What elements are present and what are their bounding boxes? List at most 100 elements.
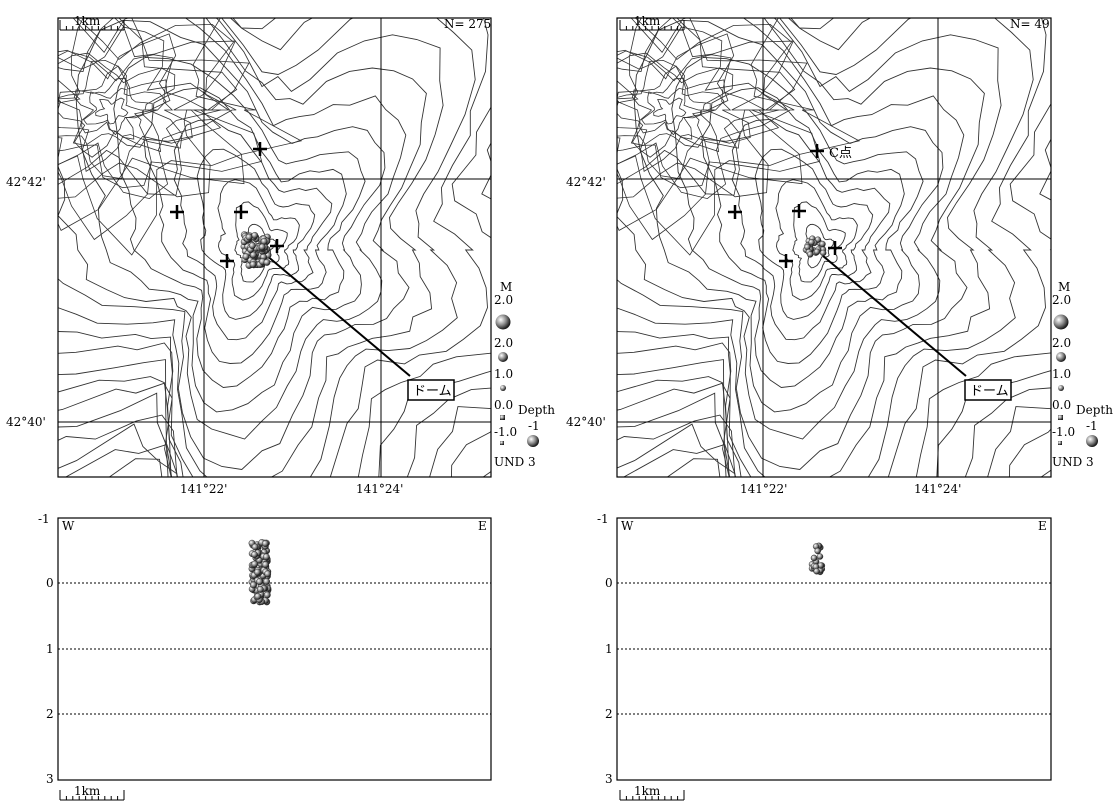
contour-line [58,65,167,148]
contour-line [58,18,245,231]
hypocenter-symbol [813,248,821,256]
lat-label-42-40: 42°40' [566,415,606,429]
hypocenter-symbol [263,578,270,585]
contour-line [617,26,795,200]
contour-line [701,87,905,364]
section-depth-gridlines [58,582,491,715]
contour-line [0,0,882,803]
contour-line [143,87,347,364]
station-markers [728,144,842,268]
legend-mag-symbol-4 [500,415,505,420]
legend-magnitude-title: M [500,280,512,294]
contour-line [58,18,491,477]
map-panel-left: 1km N= 275 42°42' 42°40' 141°22' 141°24'… [0,0,882,803]
hypocenter-symbol [251,543,259,551]
legend-mag-symbol-3 [500,385,506,391]
legend-mag-symbol-2 [498,352,508,362]
contour-line [58,18,489,477]
legend-mag-label-4: 0.0 [1052,398,1071,412]
legend-right: M 2.0 2.0 1.0 0.0 -1.0 UND Depth -1 3 [1052,280,1113,469]
legend-mag-symbol-5 [500,441,504,445]
contour-line [617,59,729,158]
station-label-c: C点 [829,146,852,161]
contour-line [58,423,491,477]
graticule [617,18,1051,477]
legend-mag-label-2: 2.0 [1052,336,1071,350]
legend-magnitude-title: M [1058,280,1070,294]
scale-bar [619,20,685,31]
legend-mag-label-3: 1.0 [1052,367,1071,381]
contour-line [58,392,491,477]
legend-mag-label-5: -1.0 [494,425,517,439]
contour-line [641,87,702,136]
contour-line [792,201,846,283]
hypocenter-symbol [262,561,269,569]
legend-mag-symbol-1 [1053,314,1069,330]
section-west-label: W [62,519,75,533]
dome-label: ドーム [970,384,1009,399]
scale-label: 1km [74,14,101,28]
legend-depth-title: Depth [518,403,555,417]
legend-mag-symbol-2 [1056,352,1066,362]
contour-line [58,18,427,470]
contour-line [95,97,129,125]
legend-mag-label-1: 2.0 [494,293,513,307]
lat-label-42-42: 42°42' [6,175,46,189]
contour-line [58,18,238,196]
hypocenter-symbol [808,239,815,246]
hypocenter-symbol [251,551,258,558]
contour-line [58,18,476,477]
hypocenter-symbol [254,568,261,576]
contour-line [73,77,158,140]
contour-line [633,19,944,413]
hypocenter-symbol [251,560,259,568]
dome-label-box [964,379,1012,401]
contour-line [58,50,193,180]
hypocenter-symbol [256,586,264,593]
legend-mag-symbol-3 [1058,385,1064,391]
depth-tick-2: 2 [46,707,54,721]
section-scale-bar [619,790,685,801]
contour-line [617,18,1051,477]
hypocenter-cluster [808,542,826,576]
contour-line [83,87,144,136]
legend-depth-symbol [1086,435,1098,447]
depth-tick-2: 2 [605,707,613,721]
dome-label: ドーム [413,384,452,399]
legend-depth-label-top: -1 [528,419,540,433]
contour-line [617,18,796,196]
hypocenter-symbol [248,242,256,250]
contour-line [671,56,924,388]
contour-line [754,148,874,320]
depth-tick-0: 0 [46,576,54,590]
legend-depth-title: Depth [1076,403,1113,417]
contour-line [58,18,263,241]
contour-line [58,18,444,477]
contour-line [617,18,861,256]
contour-line [617,65,725,148]
contour-lines [0,0,882,803]
legend-depth-symbol [527,435,539,447]
hypocenter-symbol [813,568,820,575]
contour-line [617,18,808,199]
contour-line [196,148,316,320]
depth-tick-3: 3 [46,772,54,786]
legend-depth-label-bottom: 3 [528,455,536,469]
hypocenter-symbol [249,251,257,259]
hypocenter-symbol [810,554,818,562]
map-frame [616,17,1052,478]
contour-line [617,52,741,172]
hypocenter-symbol [263,258,271,266]
hypocenter-symbol [814,547,821,555]
epicenter-cluster [802,235,827,258]
legend-mag-symbol-5 [1058,441,1062,445]
hypocenter-symbol [254,593,262,600]
contour-line [113,56,366,388]
contour-line [617,18,803,231]
contour-line [617,18,1047,477]
hypocenter-symbol [245,233,253,241]
section-west-label: W [621,519,634,533]
hypocenter-symbol [261,540,269,547]
hypocenter-symbol [263,591,271,599]
